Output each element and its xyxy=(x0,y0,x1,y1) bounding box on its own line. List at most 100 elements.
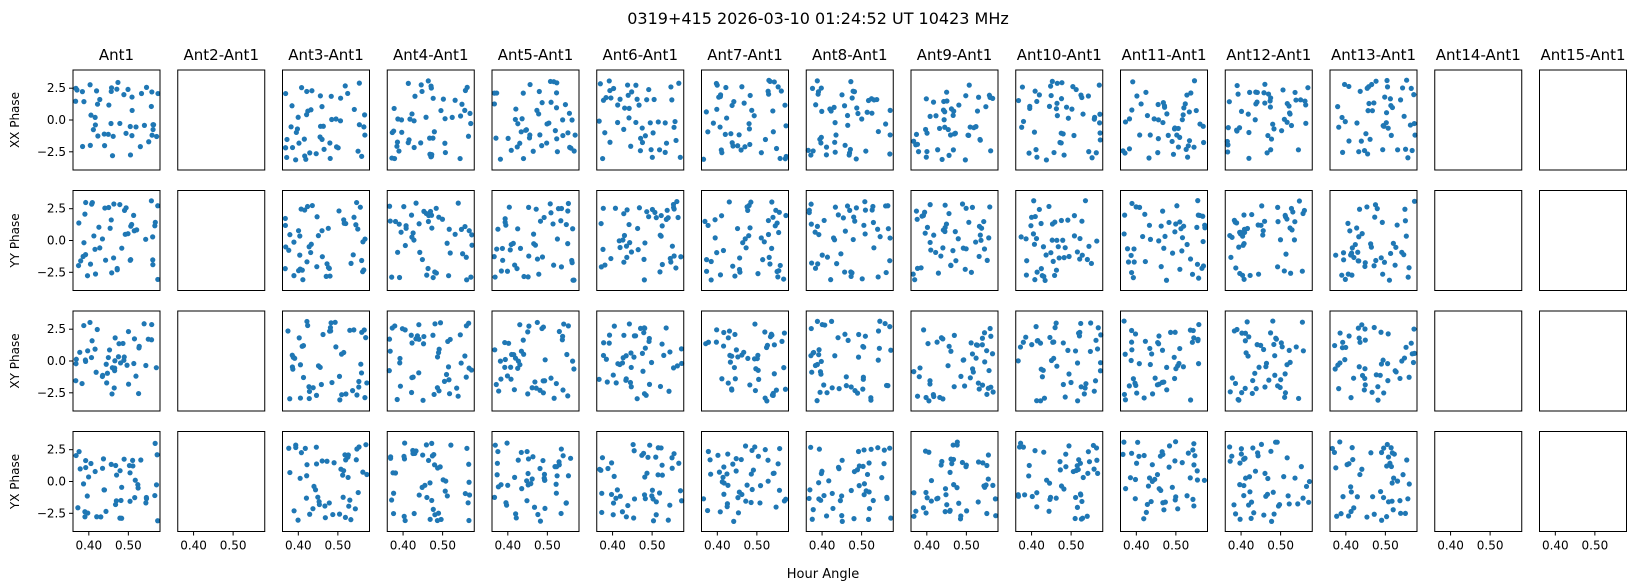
data-point xyxy=(1286,347,1292,353)
data-point xyxy=(1053,320,1059,326)
data-point xyxy=(676,80,682,86)
data-point xyxy=(317,364,323,370)
data-point xyxy=(87,319,93,326)
data-point xyxy=(1121,439,1127,445)
data-point xyxy=(293,444,299,451)
data-point xyxy=(308,249,314,256)
data-point xyxy=(733,468,739,474)
data-point xyxy=(558,510,564,517)
data-point xyxy=(808,221,814,227)
data-point xyxy=(990,95,996,101)
data-point xyxy=(511,387,517,393)
data-point xyxy=(130,457,136,464)
data-point xyxy=(300,343,307,349)
column-title: Ant7-Ant1 xyxy=(707,46,782,64)
data-point xyxy=(1302,98,1308,104)
data-point xyxy=(338,466,344,472)
data-point xyxy=(519,116,525,122)
data-point xyxy=(515,121,521,127)
data-point xyxy=(975,499,981,505)
data-point xyxy=(462,223,468,230)
data-point xyxy=(816,231,822,238)
data-point xyxy=(1397,498,1403,504)
data-point xyxy=(942,509,948,515)
data-point xyxy=(775,461,781,467)
data-point xyxy=(765,217,772,224)
data-point xyxy=(1149,391,1156,397)
data-point xyxy=(762,136,769,143)
data-point xyxy=(1245,353,1251,359)
data-point xyxy=(399,326,406,332)
data-point xyxy=(497,156,504,162)
data-point xyxy=(1018,234,1024,240)
data-point xyxy=(1274,264,1281,270)
data-point xyxy=(113,498,119,504)
data-point xyxy=(924,130,930,136)
data-point xyxy=(927,239,933,246)
panel-frame xyxy=(1224,310,1313,412)
data-point xyxy=(714,106,720,112)
data-point xyxy=(508,376,514,382)
data-point xyxy=(975,94,982,100)
data-point xyxy=(1270,318,1276,324)
data-point xyxy=(962,157,968,163)
data-point xyxy=(394,396,400,403)
panel-frame xyxy=(1539,310,1627,412)
data-point xyxy=(336,373,343,379)
data-point xyxy=(748,499,754,506)
data-point xyxy=(1260,228,1266,234)
data-point xyxy=(1279,128,1285,134)
data-point xyxy=(621,126,627,132)
data-point xyxy=(860,386,866,392)
data-point xyxy=(1175,506,1181,512)
data-point xyxy=(758,150,764,156)
data-point xyxy=(307,150,313,156)
data-point xyxy=(81,99,87,105)
data-point xyxy=(1132,496,1138,502)
data-point xyxy=(1362,326,1368,332)
data-point xyxy=(703,257,710,263)
data-point xyxy=(761,239,767,245)
data-point xyxy=(1194,224,1200,230)
data-point xyxy=(410,230,416,236)
data-point xyxy=(339,392,345,398)
data-point xyxy=(1043,252,1049,258)
data-point xyxy=(1359,372,1366,379)
data-point xyxy=(299,267,305,273)
data-point xyxy=(935,270,942,276)
data-point xyxy=(411,144,417,151)
data-point xyxy=(1032,88,1038,94)
data-point xyxy=(1332,366,1338,372)
data-point xyxy=(427,135,433,141)
data-point xyxy=(1187,475,1193,481)
data-point xyxy=(634,96,640,102)
data-point xyxy=(1377,488,1384,495)
data-point xyxy=(666,388,672,394)
data-point xyxy=(1038,220,1044,227)
data-point xyxy=(596,118,602,124)
data-point xyxy=(670,365,677,371)
data-point xyxy=(943,221,950,227)
row-label: XX Phase xyxy=(8,92,22,148)
data-point xyxy=(297,252,303,258)
data-point xyxy=(494,90,500,96)
data-point xyxy=(1191,78,1198,84)
data-point xyxy=(1142,338,1148,344)
data-point xyxy=(610,372,616,378)
data-point xyxy=(1056,255,1062,261)
data-point xyxy=(1247,272,1253,279)
data-point xyxy=(542,505,548,512)
data-point xyxy=(606,332,613,338)
data-point xyxy=(1051,149,1057,156)
data-point xyxy=(1094,457,1100,463)
data-point xyxy=(1048,92,1054,99)
data-point xyxy=(976,386,982,392)
data-point xyxy=(738,456,744,463)
data-point xyxy=(1406,265,1412,271)
data-point xyxy=(1077,235,1083,242)
data-point xyxy=(356,444,362,450)
data-point xyxy=(615,102,621,108)
data-point xyxy=(661,352,667,358)
data-point xyxy=(1362,382,1368,388)
data-point xyxy=(947,469,953,475)
